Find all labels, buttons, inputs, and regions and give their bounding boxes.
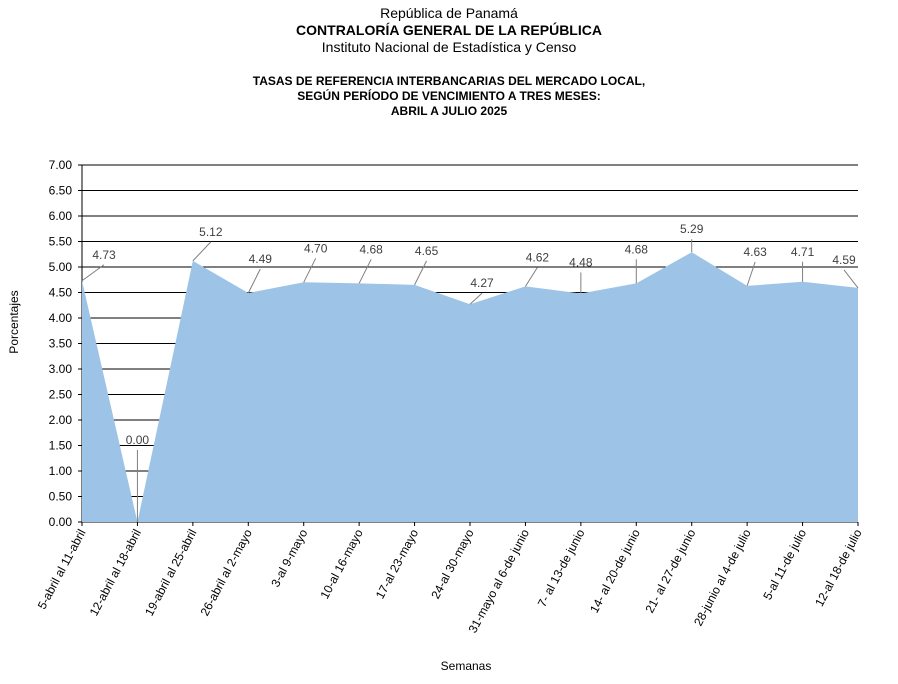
y-tick-label: 4.00	[49, 311, 73, 325]
series-area	[82, 252, 858, 522]
data-label: 4.62	[526, 250, 550, 264]
data-label: 5.29	[680, 222, 704, 236]
report-header: República de Panamá CONTRALORÍA GENERAL …	[0, 5, 898, 56]
y-tick-label: 4.50	[49, 286, 73, 300]
label-leaders	[81, 239, 859, 522]
label-leader-line	[414, 260, 428, 286]
data-label: 4.63	[743, 245, 767, 259]
label-leader-line	[843, 269, 859, 289]
x-tick-label: 5-al 11-de julio	[760, 527, 809, 603]
data-label: 4.48	[569, 256, 593, 270]
y-tick-label: 7.00	[49, 158, 73, 172]
institute-name: Instituto Nacional de Estadística y Cens…	[321, 39, 577, 55]
data-label: 4.59	[832, 253, 856, 267]
label-leader-line	[746, 261, 756, 287]
data-label: 4.27	[470, 276, 494, 290]
label-leader-line	[469, 292, 483, 305]
x-tick-label: 10-al 16-mayo	[317, 527, 366, 602]
x-tick-label: 26-abril al 2-mayo	[197, 527, 255, 619]
x-tick-label: 5-abril al 11-abril	[35, 527, 89, 612]
data-label: 4.70	[304, 241, 328, 255]
label-leader-line	[81, 264, 105, 282]
institution-name: CONTRALORÍA GENERAL DE LA REPÚBLICA	[296, 22, 602, 38]
data-label: 4.71	[791, 245, 815, 259]
x-tick-label: 7- al 13-de junio	[535, 527, 588, 610]
data-labels: 4.73 0.00 5.12 4.49 4.70 4.68 4.65 4.27 4.62 4.48…	[92, 222, 856, 447]
chart-title-line-3: ABRIL A JULIO 2025	[390, 104, 508, 118]
x-tick-label: 3-al 9-mayo	[268, 527, 310, 590]
y-tick-label: 5.00	[49, 260, 73, 274]
y-tick-label: 6.50	[49, 184, 73, 198]
x-tick-label: 24-al 30-mayo	[428, 527, 477, 602]
x-tick-label: 17-al 23-mayo	[373, 527, 422, 602]
label-leader-line	[192, 241, 212, 262]
y-tick-label: 1.00	[49, 464, 73, 478]
data-label: 4.68	[359, 242, 383, 256]
data-label: 0.00	[126, 433, 150, 447]
label-leader-line	[358, 259, 372, 284]
y-axis-label: Porcentajes	[7, 290, 21, 353]
y-tick-label: 0.00	[49, 515, 73, 529]
x-axis-label: Semanas	[441, 659, 492, 673]
y-tick-label: 1.50	[49, 439, 73, 453]
data-label: 5.12	[199, 225, 223, 239]
data-label: 4.73	[92, 248, 116, 262]
label-leader-line	[525, 267, 538, 287]
label-leader-line	[303, 258, 317, 283]
x-tick-label: 12-al 18-de julio	[812, 527, 865, 609]
country-name: República de Panamá	[380, 5, 518, 21]
x-tick-label: 19-abril al 25-abril	[142, 527, 199, 618]
chart-title-line-1: TASAS DE REFERENCIA INTERBANCARIAS DEL M…	[252, 74, 646, 88]
data-label: 4.68	[625, 242, 649, 256]
y-axis-ticks: 0.00 0.50 1.00 1.50 2.00 2.50 3.00 3.50 4.00 4.50…	[49, 158, 82, 529]
chart-title: TASAS DE REFERENCIA INTERBANCARIAS DEL M…	[0, 74, 898, 119]
y-tick-label: 3.50	[49, 337, 73, 351]
y-tick-label: 5.50	[49, 235, 73, 249]
x-tick-label: 31-mayo al 6-de junio	[466, 527, 533, 636]
y-tick-label: 3.00	[49, 362, 73, 376]
label-leader-line	[247, 268, 261, 294]
x-tick-label: 14- al 20-de junio	[587, 527, 643, 616]
series-area-fill	[82, 252, 858, 522]
data-label: 4.49	[249, 252, 273, 266]
x-tick-label: 28-junio al 4-de julio	[691, 527, 754, 629]
y-tick-label: 2.00	[49, 413, 73, 427]
chart-title-line-2: SEGÚN PERÍODO DE VENCIMIENTO A TRES MESE…	[297, 89, 601, 103]
x-tick-label: 21- al 27-de junio	[642, 527, 698, 616]
y-tick-label: 6.00	[49, 209, 73, 223]
y-tick-label: 2.50	[49, 388, 73, 402]
y-tick-label: 0.50	[49, 490, 73, 504]
data-label: 4.65	[415, 244, 439, 258]
x-tick-label: 12-abril al 18-abril	[87, 527, 144, 618]
